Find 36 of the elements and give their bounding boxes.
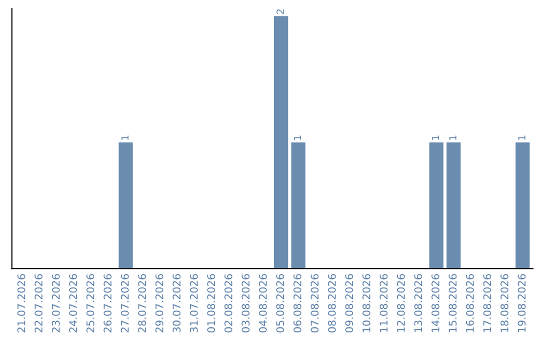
x-tick-label: 08.08.2026 — [328, 274, 336, 332]
x-tick-label: 31.07.2026 — [190, 274, 198, 332]
x-tick-label: 26.07.2026 — [104, 274, 112, 332]
data-label: 1 — [432, 136, 440, 140]
x-tick-label: 11.08.2026 — [380, 274, 388, 332]
x-tick-label: 13.08.2026 — [414, 274, 422, 332]
x-tick-label: 18.08.2026 — [500, 274, 508, 332]
x-tick-label: 21.07.2026 — [17, 274, 26, 332]
data-label: 2 — [276, 9, 284, 14]
x-tick-label: 30.07.2026 — [172, 274, 181, 332]
x-tick-label: 12.08.2026 — [396, 274, 405, 332]
x-tick-label: 10.08.2026 — [362, 274, 370, 332]
data-label: 1 — [449, 136, 456, 140]
x-tick-label: 02.08.2026 — [224, 274, 232, 332]
x-tick-label: 15.08.2026 — [448, 274, 457, 332]
data-label: 1 — [518, 136, 526, 140]
x-tick-label: 29.07.2026 — [155, 274, 164, 332]
data-label: 1 — [294, 136, 301, 140]
x-tick-label: 23.07.2026 — [52, 274, 60, 332]
x-tick-label: 05.08.2026 — [276, 274, 284, 332]
x-tick-label: 22.07.2026 — [34, 274, 43, 332]
x-tick-label: 01.08.2026 — [207, 274, 216, 332]
x-tick-label: 03.08.2026 — [242, 274, 250, 332]
x-tick-label: 17.08.2026 — [483, 274, 492, 332]
data-label: 1 — [121, 136, 128, 140]
x-tick-label: 28.07.2026 — [138, 274, 146, 332]
x-tick-label: 19.08.2026 — [518, 274, 526, 332]
x-tick-label: 24.07.2026 — [69, 274, 78, 332]
x-tick-label: 25.07.2026 — [86, 274, 94, 332]
x-tick-label: 06.08.2026 — [293, 274, 302, 332]
x-tick-label: 14.08.2026 — [431, 274, 440, 332]
x-tick-label: 09.08.2026 — [345, 274, 354, 332]
x-tick-label: 07.08.2026 — [310, 274, 319, 332]
x-tick-label: 27.07.2026 — [120, 274, 129, 332]
x-tick-label: 16.08.2026 — [466, 274, 474, 332]
x-tick-label: 04.08.2026 — [258, 274, 267, 332]
